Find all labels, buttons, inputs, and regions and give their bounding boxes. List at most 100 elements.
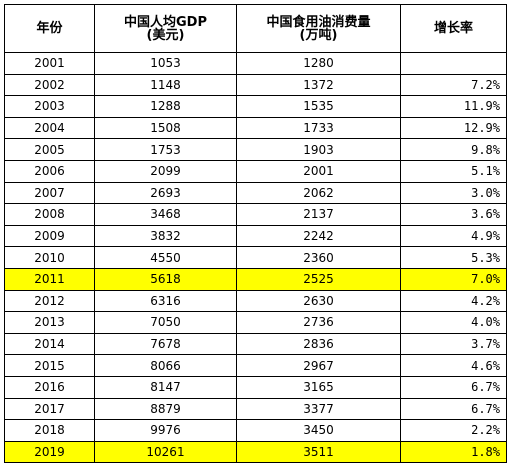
table-row: 2002 1148 1372 7.2% bbox=[4, 73, 507, 97]
gdp-cell: 1508 bbox=[94, 116, 237, 140]
oil-consumption-cell: 2836 bbox=[236, 332, 401, 356]
year-cell: 2002 bbox=[4, 73, 95, 97]
table-row-highlighted: 2019 10261 3511 1.8% bbox=[4, 440, 507, 464]
year-cell: 2001 bbox=[4, 52, 95, 75]
growth-rate-cell: 2.2% bbox=[400, 419, 507, 442]
gdp-cell: 7678 bbox=[94, 332, 237, 356]
table-row-highlighted: 2011 5618 2525 7.0% bbox=[4, 267, 507, 291]
oil-consumption-cell: 3450 bbox=[236, 419, 401, 442]
header-year: 年份 bbox=[4, 4, 95, 53]
oil-consumption-cell: 2967 bbox=[236, 354, 401, 377]
table-row: 2008 3468 2137 3.6% bbox=[4, 203, 507, 226]
table-row: 2007 2693 2062 3.0% bbox=[4, 181, 507, 205]
gdp-cell: 1053 bbox=[94, 52, 237, 75]
oil-consumption-cell: 2062 bbox=[236, 181, 401, 205]
growth-rate-cell: 4.0% bbox=[400, 311, 507, 334]
gdp-cell: 3832 bbox=[94, 224, 237, 248]
table-row: 2005 1753 1903 9.8% bbox=[4, 138, 507, 161]
gdp-oil-consumption-table: 年份 中国人均GDP (美元) 中国食用油消费量 (万吨) 增长率 2001 10… bbox=[4, 4, 507, 464]
growth-rate-cell: 3.7% bbox=[400, 332, 507, 356]
growth-rate-cell: 4.2% bbox=[400, 289, 507, 313]
oil-consumption-cell: 2736 bbox=[236, 311, 401, 334]
gdp-cell: 7050 bbox=[94, 311, 237, 334]
table-row: 2006 2099 2001 5.1% bbox=[4, 159, 507, 183]
table-row: 2014 7678 2836 3.7% bbox=[4, 332, 507, 356]
table-body: 2001 1053 1280 2002 1148 1372 7.2% 2003 1288 1535… bbox=[4, 52, 507, 464]
gdp-cell: 1288 bbox=[94, 95, 237, 118]
oil-consumption-cell: 1280 bbox=[236, 52, 401, 75]
table-header: 年份 中国人均GDP (美元) 中国食用油消费量 (万吨) 增长率 bbox=[4, 4, 507, 53]
table-row: 2003 1288 1535 11.9% bbox=[4, 95, 507, 118]
growth-rate-cell: 9.8% bbox=[400, 138, 507, 161]
oil-consumption-cell: 2525 bbox=[236, 267, 401, 291]
gdp-cell: 2099 bbox=[94, 159, 237, 183]
year-cell: 2013 bbox=[4, 311, 95, 334]
growth-rate-cell: 3.6% bbox=[400, 203, 507, 226]
year-cell: 2018 bbox=[4, 419, 95, 442]
oil-consumption-cell: 3511 bbox=[236, 440, 401, 464]
table-row: 2017 8879 3377 6.7% bbox=[4, 397, 507, 421]
gdp-cell: 1148 bbox=[94, 73, 237, 97]
year-cell: 2008 bbox=[4, 203, 95, 226]
growth-rate-cell: 7.0% bbox=[400, 267, 507, 291]
oil-consumption-cell: 1733 bbox=[236, 116, 401, 140]
growth-rate-cell: 1.8% bbox=[400, 440, 507, 464]
gdp-cell: 1753 bbox=[94, 138, 237, 161]
table-row: 2012 6316 2630 4.2% bbox=[4, 289, 507, 313]
header-gdp-unit: (美元) bbox=[146, 27, 185, 43]
gdp-cell: 8147 bbox=[94, 375, 237, 399]
year-cell: 2019 bbox=[4, 440, 95, 464]
year-cell: 2012 bbox=[4, 289, 95, 313]
oil-consumption-cell: 2001 bbox=[236, 159, 401, 183]
table-row: 2015 8066 2967 4.6% bbox=[4, 354, 507, 377]
gdp-cell: 6316 bbox=[94, 289, 237, 313]
year-cell: 2006 bbox=[4, 159, 95, 183]
oil-consumption-cell: 3377 bbox=[236, 397, 401, 421]
gdp-cell: 10261 bbox=[94, 440, 237, 464]
gdp-cell: 5618 bbox=[94, 267, 237, 291]
year-cell: 2016 bbox=[4, 375, 95, 399]
header-oil-label: 中国食用油消费量 bbox=[266, 14, 371, 30]
data-table-container: 年份 中国人均GDP (美元) 中国食用油消费量 (万吨) 增长率 2001 10… bbox=[4, 4, 507, 464]
year-cell: 2010 bbox=[4, 246, 95, 269]
header-gdp-label: 中国人均GDP bbox=[124, 14, 207, 30]
growth-rate-cell: 4.9% bbox=[400, 224, 507, 248]
growth-rate-cell: 7.2% bbox=[400, 73, 507, 97]
gdp-cell: 3468 bbox=[94, 203, 237, 226]
header-rate-label: 增长率 bbox=[433, 21, 473, 36]
growth-rate-cell: 6.7% bbox=[400, 375, 507, 399]
header-oil: 中国食用油消费量 (万吨) bbox=[236, 4, 401, 53]
growth-rate-cell: 3.0% bbox=[400, 181, 507, 205]
header-rate: 增长率 bbox=[400, 4, 507, 53]
header-oil-unit: (万吨) bbox=[299, 27, 338, 43]
oil-consumption-cell: 3165 bbox=[236, 375, 401, 399]
oil-consumption-cell: 2630 bbox=[236, 289, 401, 313]
growth-rate-cell: 11.9% bbox=[400, 95, 507, 118]
oil-consumption-cell: 2137 bbox=[236, 203, 401, 226]
gdp-cell: 4550 bbox=[94, 246, 237, 269]
header-year-label: 年份 bbox=[36, 21, 63, 36]
gdp-cell: 8879 bbox=[94, 397, 237, 421]
oil-consumption-cell: 2360 bbox=[236, 246, 401, 269]
year-cell: 2015 bbox=[4, 354, 95, 377]
oil-consumption-cell: 1535 bbox=[236, 95, 401, 118]
table-row: 2013 7050 2736 4.0% bbox=[4, 311, 507, 334]
oil-consumption-cell: 2242 bbox=[236, 224, 401, 248]
growth-rate-cell: 4.6% bbox=[400, 354, 507, 377]
gdp-cell: 8066 bbox=[94, 354, 237, 377]
year-cell: 2014 bbox=[4, 332, 95, 356]
gdp-cell: 9976 bbox=[94, 419, 237, 442]
oil-consumption-cell: 1372 bbox=[236, 73, 401, 97]
growth-rate-cell: 5.1% bbox=[400, 159, 507, 183]
header-gdp: 中国人均GDP (美元) bbox=[94, 4, 237, 53]
year-cell: 2004 bbox=[4, 116, 95, 140]
header-row: 年份 中国人均GDP (美元) 中国食用油消费量 (万吨) 增长率 bbox=[4, 4, 507, 53]
growth-rate-cell: 5.3% bbox=[400, 246, 507, 269]
growth-rate-cell: 12.9% bbox=[400, 116, 507, 140]
table-row: 2009 3832 2242 4.9% bbox=[4, 224, 507, 248]
table-row: 2010 4550 2360 5.3% bbox=[4, 246, 507, 269]
table-row: 2004 1508 1733 12.9% bbox=[4, 116, 507, 140]
oil-consumption-cell: 1903 bbox=[236, 138, 401, 161]
growth-rate-cell bbox=[400, 52, 507, 75]
table-row: 2016 8147 3165 6.7% bbox=[4, 375, 507, 399]
